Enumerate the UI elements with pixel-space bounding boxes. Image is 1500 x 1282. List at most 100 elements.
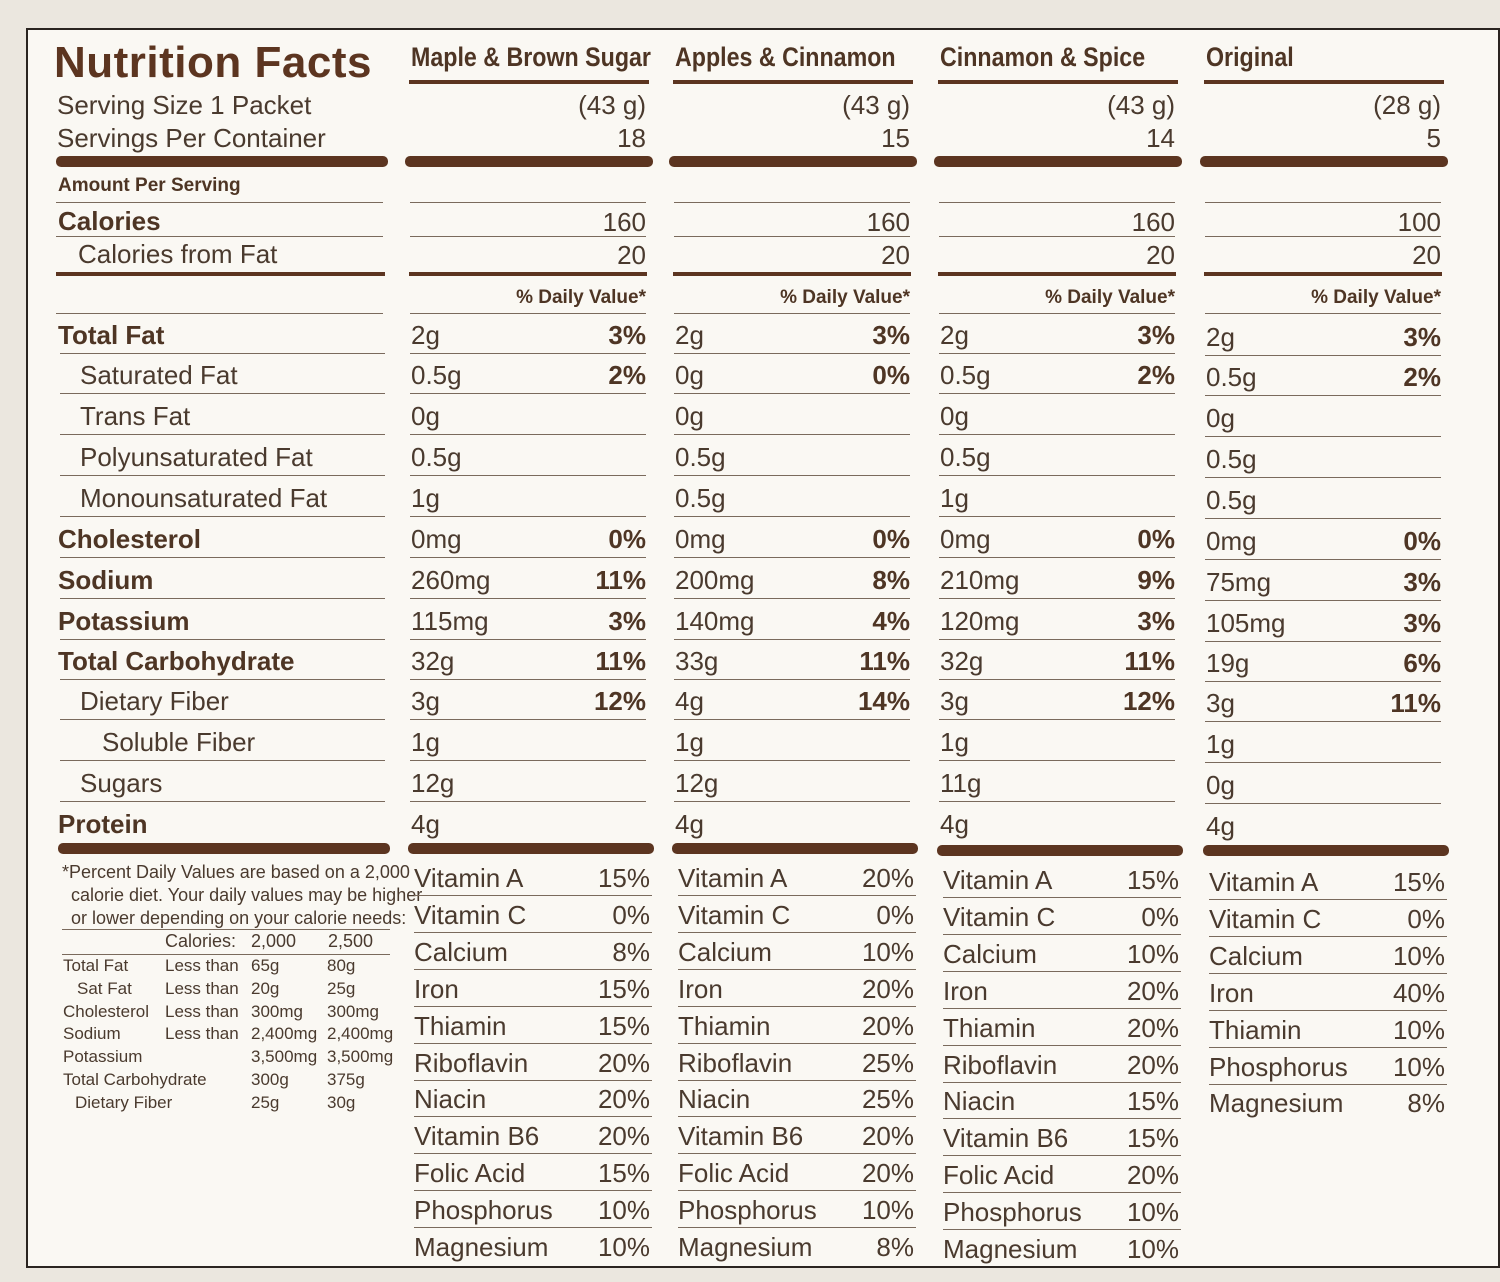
divider — [674, 801, 910, 802]
divider — [60, 760, 385, 761]
vitamin-name: Riboflavin — [414, 1047, 529, 1078]
divider — [1209, 935, 1447, 937]
servings-value: 18 — [617, 123, 646, 153]
divider — [60, 719, 385, 720]
nutrient-daily-value: 11% — [1390, 688, 1441, 718]
vitamin-name: Calcium — [1209, 940, 1303, 971]
thick-divider — [1203, 845, 1449, 856]
medium-divider — [938, 80, 1178, 84]
nutrient-amount: 0.5g — [1206, 444, 1257, 474]
footnote-row-2500: 300mg — [327, 1001, 379, 1021]
nutrient-label: Sodium — [58, 565, 154, 595]
vitamin-name: Vitamin A — [678, 863, 788, 893]
divider — [939, 557, 1175, 558]
divider — [414, 1190, 652, 1192]
column-header-apples-cinnamon: Apples & Cinnamon — [675, 42, 896, 72]
nutrient-amount: 0.5g — [411, 442, 462, 472]
nutrient-amount: 0.5g — [675, 483, 726, 513]
divider — [410, 393, 646, 394]
nutrient-daily-value: 11% — [859, 646, 910, 676]
divider — [939, 639, 1175, 640]
footnote-row-2000: 25g — [251, 1092, 280, 1112]
divider — [943, 1044, 1181, 1046]
divider — [939, 475, 1175, 476]
vitamin-percent: 15% — [1126, 865, 1179, 895]
nutrient-amount: 1g — [411, 727, 440, 757]
footnote-row-name: Dietary Fiber — [75, 1092, 173, 1112]
divider — [60, 353, 385, 354]
nutrient-amount: 210mg — [940, 565, 1020, 595]
nutrient-amount: 0mg — [411, 524, 462, 554]
footnote-row-2500: 80g — [327, 956, 356, 975]
divider — [60, 393, 385, 394]
vitamin-name: Vitamin B6 — [414, 1121, 540, 1152]
servings-per-container-label: Servings Per Container — [57, 123, 326, 153]
serving-size-value: (28 g) — [1373, 90, 1441, 120]
footnote-row-2500: 2,400mg — [327, 1024, 394, 1044]
nutrient-amount: 4g — [411, 809, 440, 839]
nutrient-daily-value: 8% — [872, 565, 910, 595]
calories-value: 160 — [602, 207, 646, 237]
divider — [414, 1116, 652, 1118]
nutrient-amount: 0mg — [675, 524, 726, 554]
footnote-row-name: Total Fat — [63, 956, 129, 975]
divider — [1205, 721, 1441, 722]
divider — [939, 393, 1175, 394]
footnote-line: calorie diet. Your daily values may be h… — [71, 885, 423, 905]
nutrient-label: Saturated Fat — [80, 360, 238, 390]
divider — [410, 434, 646, 435]
nutrient-amount: 4g — [675, 686, 704, 716]
footnote-row-name: Sat Fat — [77, 978, 132, 998]
nutrient-daily-value: 3% — [1137, 606, 1175, 636]
footnote-row-2500: 25g — [327, 978, 356, 998]
divider — [414, 931, 652, 933]
divider — [1209, 1083, 1447, 1085]
serving-size-value: (43 g) — [842, 90, 910, 120]
nutrient-amount: 4g — [940, 809, 969, 839]
nutrient-amount: 0g — [1206, 403, 1235, 433]
nutrient-amount: 1g — [411, 483, 440, 513]
footnote-row-name: Sodium — [63, 1024, 121, 1044]
vitamin-name: Iron — [943, 975, 988, 1006]
divider — [410, 475, 646, 476]
divider — [414, 1079, 652, 1081]
nutrient-amount: 0.5g — [411, 360, 462, 390]
vitamin-percent: 20% — [861, 973, 914, 1004]
vitamin-name: Thiamin — [1209, 1014, 1302, 1045]
nutrient-amount: 140mg — [675, 606, 755, 636]
vitamin-percent: 8% — [1407, 1088, 1445, 1119]
divider — [943, 933, 1181, 935]
nutrient-daily-value: 3% — [1403, 608, 1441, 638]
footnote-row-qualifier: Less than — [165, 1001, 239, 1021]
divider — [943, 1007, 1181, 1009]
divider — [1205, 600, 1441, 601]
vitamin-name: Thiamin — [414, 1010, 507, 1041]
vitamin-percent: 15% — [1392, 867, 1445, 897]
vitamin-name: Magnesium — [414, 1232, 549, 1262]
daily-value-header: % Daily Value* — [1045, 287, 1175, 308]
medium-divider — [673, 80, 913, 84]
nutrient-amount: 0.5g — [675, 442, 726, 472]
nutrient-label: Cholesterol — [58, 524, 202, 554]
divider — [410, 236, 646, 237]
divider — [410, 313, 646, 314]
footnote-row-2000: 65g — [251, 956, 280, 975]
vitamin-name: Niacin — [943, 1086, 1016, 1117]
divider — [939, 719, 1175, 720]
vitamin-percent: 40% — [1392, 977, 1445, 1008]
nutrient-daily-value: 3% — [608, 320, 646, 350]
divider — [943, 1118, 1181, 1120]
divider — [678, 1227, 916, 1229]
divider — [60, 516, 385, 517]
vitamin-percent: 10% — [861, 1195, 914, 1226]
nutrient-amount: 0.5g — [940, 442, 991, 472]
footnote-line: *Percent Daily Values are based on a 2,0… — [62, 862, 410, 882]
nutrient-daily-value: 3% — [608, 606, 646, 636]
divider — [674, 393, 910, 394]
footnote-row-qualifier: Less than — [165, 1024, 239, 1044]
divider — [939, 679, 1175, 680]
vitamin-percent: 8% — [876, 1232, 914, 1262]
nutrient-daily-value: 0% — [1403, 526, 1441, 556]
vitamin-percent: 10% — [1392, 940, 1445, 971]
nutrient-daily-value: 2% — [608, 360, 646, 390]
